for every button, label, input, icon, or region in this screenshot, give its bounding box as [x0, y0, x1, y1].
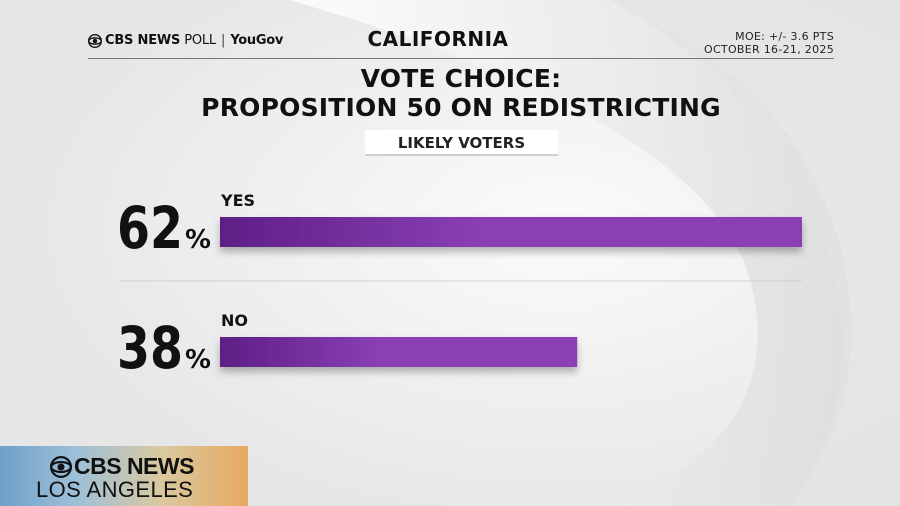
header-divider [88, 58, 834, 59]
bar-yes [220, 217, 802, 247]
brand-separator: | [220, 33, 226, 48]
value-label: 62 [117, 194, 183, 262]
chart-title-line1: VOTE CHOICE: [360, 64, 562, 93]
percent-sign: % [185, 225, 211, 255]
poll-header: CBS NEWS POLL | YouGov CALIFORNIA MOE: +… [88, 26, 834, 58]
category-label: YES [220, 191, 255, 210]
poll-brand: CBS NEWS POLL | YouGov [88, 33, 283, 48]
logo-line1: CBS NEWS [50, 453, 194, 480]
value-label: 38 [117, 314, 183, 382]
brand-partner: YouGov [230, 33, 284, 48]
subgroup-label: LIKELY VOTERS [365, 130, 558, 156]
category-label: NO [221, 311, 248, 330]
percent-sign: % [185, 345, 211, 375]
brand-poll: POLL [184, 33, 216, 48]
poll-meta: MOE: +/- 3.6 PTS OCTOBER 16-21, 2025 [704, 30, 834, 56]
chart-title: VOTE CHOICE: PROPOSITION 50 ON REDISTRIC… [0, 64, 900, 122]
brand-network: CBS NEWS [105, 33, 181, 48]
logo-city: LOS ANGELES [36, 477, 194, 502]
cbs-eye-icon [50, 455, 72, 478]
poll-dates: OCTOBER 16-21, 2025 [703, 43, 834, 56]
station-logo: CBS NEWS LOS ANGELES [0, 446, 248, 506]
bar-no [220, 337, 578, 367]
cbs-eye-icon [88, 33, 102, 48]
logo-network: CBS NEWS [74, 453, 194, 479]
margin-of-error: MOE: +/- 3.6 PTS [735, 30, 834, 43]
chart-title-line2: PROPOSITION 50 ON REDISTRICTING [201, 93, 721, 122]
state-title: CALIFORNIA [367, 27, 509, 51]
